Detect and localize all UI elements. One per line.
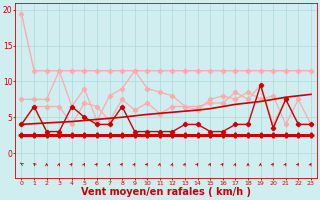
X-axis label: Vent moyen/en rafales ( km/h ): Vent moyen/en rafales ( km/h ): [81, 187, 251, 197]
